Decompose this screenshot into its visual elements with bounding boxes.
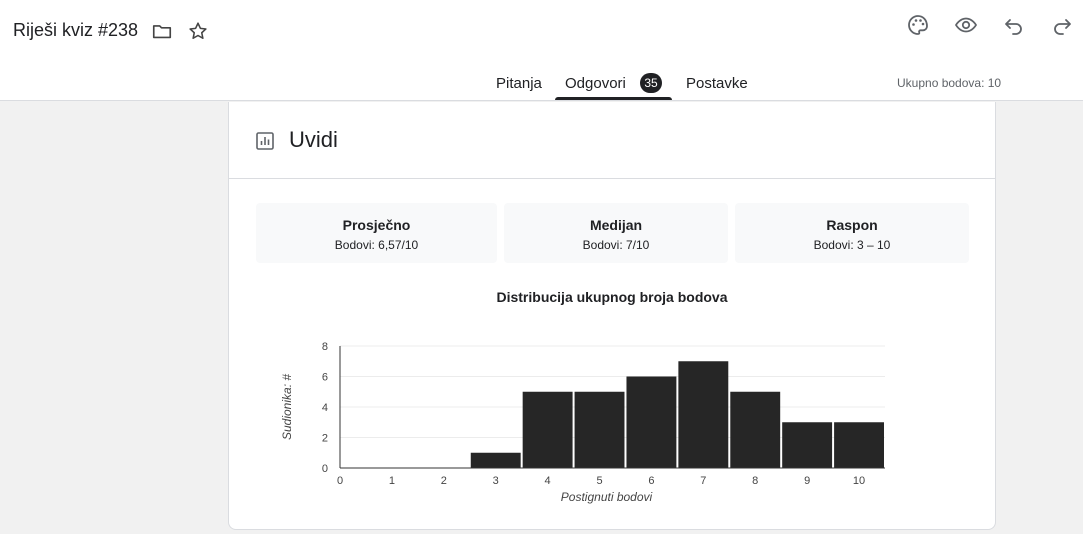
redo-icon[interactable] (1050, 13, 1074, 37)
histogram-bar[interactable] (626, 376, 677, 469)
x-axis-label: Postignuti bodovi (561, 490, 653, 504)
stat-label: Prosječno (342, 217, 411, 233)
stat-value: Bodovi: 6,57/10 (334, 238, 419, 252)
form-title[interactable]: Riješi kviz #238 (13, 20, 139, 40)
x-tick-label: 2 (441, 475, 447, 487)
responses-count-badge: 35 (640, 73, 662, 93)
x-tick-label: 3 (493, 475, 499, 487)
top-bar: Riješi kviz #238 Pitanja Odgovori 35 Pos… (0, 0, 1083, 101)
histogram-bar[interactable] (522, 391, 573, 468)
chart-title: Distribucija ukupnog broja bodova (496, 289, 728, 305)
y-tick-label: 2 (322, 433, 328, 445)
undo-icon[interactable] (1002, 13, 1026, 37)
y-tick-label: 0 (322, 463, 328, 475)
x-tick-label: 6 (648, 475, 654, 487)
stat-label: Medijan (589, 217, 643, 233)
palette-icon[interactable] (906, 13, 930, 37)
x-tick-label: 7 (700, 475, 706, 487)
x-tick-label: 1 (389, 475, 395, 487)
divider (229, 178, 995, 179)
tab-responses[interactable]: Odgovori (565, 75, 626, 92)
stat-label: Raspon (826, 217, 878, 233)
tab-questions[interactable]: Pitanja (496, 75, 542, 92)
score-distribution-chart: 0 2 4 6 8 0 1 2 3 4 5 6 7 8 9 10 Postignuti bodovi Sudion… (280, 341, 885, 504)
tab-settings[interactable]: Postavke (686, 75, 748, 92)
histogram-bar[interactable] (470, 452, 521, 468)
stat-average: Prosječno Bodovi: 6,57/10 (256, 203, 497, 263)
star-icon[interactable] (187, 20, 209, 42)
x-tick-label: 8 (752, 475, 758, 487)
y-tick-label: 6 (322, 372, 328, 384)
histogram-bar[interactable] (678, 361, 729, 468)
total-points: Ukupno bodova: 10 (897, 76, 1002, 90)
histogram-bar[interactable] (834, 422, 884, 468)
stat-range: Raspon Bodovi: 3 – 10 (735, 203, 969, 263)
insights-icon (256, 132, 274, 150)
x-tick-label: 9 (804, 475, 810, 487)
eye-icon[interactable] (954, 13, 978, 37)
insights-card: Uvidi Prosječno Bodovi: 6,57/10 Medijan … (228, 102, 996, 530)
x-tick-label: 0 (337, 475, 343, 487)
y-axis-label: Sudionika: # (280, 374, 294, 440)
y-tick-label: 4 (322, 402, 328, 414)
histogram-bar[interactable] (782, 422, 833, 468)
stat-median: Medijan Bodovi: 7/10 (504, 203, 728, 263)
histogram-bar[interactable] (730, 391, 781, 468)
stat-value: Bodovi: 3 – 10 (813, 238, 891, 252)
x-tick-label: 4 (545, 475, 551, 487)
histogram-bar[interactable] (574, 391, 625, 468)
stat-value: Bodovi: 7/10 (582, 238, 650, 252)
folder-icon[interactable] (151, 20, 173, 42)
active-tab-indicator (555, 97, 672, 100)
y-tick-label: 8 (322, 341, 328, 353)
insights-title: Uvidi (289, 127, 338, 152)
x-tick-label: 10 (853, 475, 865, 487)
x-tick-label: 5 (596, 475, 602, 487)
